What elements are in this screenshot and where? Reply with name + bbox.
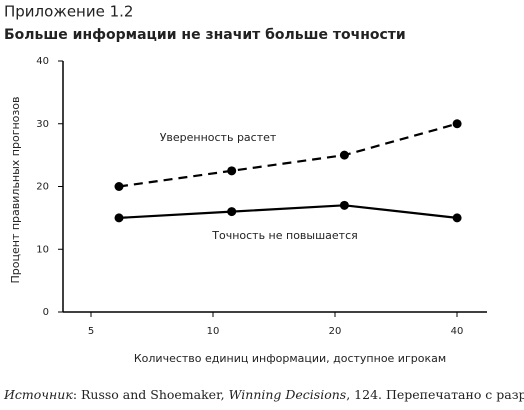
source-note: Источник: Russo and Shoemaker, Winning D… xyxy=(3,387,524,402)
source-part: : Russo and Shoemaker, xyxy=(73,387,229,402)
data-point xyxy=(452,119,462,129)
series-line xyxy=(118,122,458,188)
y-axis-label: Процент правильных прогнозов xyxy=(9,97,22,284)
series-label: Точность не повышается xyxy=(211,229,358,242)
data-point xyxy=(452,213,462,223)
y-tick-label: 30 xyxy=(36,119,49,130)
data-point xyxy=(339,200,349,210)
source-part: Источник xyxy=(3,387,73,402)
data-point xyxy=(227,207,237,217)
y-tick-label: 20 xyxy=(36,182,49,193)
x-tick-label: 20 xyxy=(329,326,342,337)
source-part: Winning Decisions xyxy=(229,387,347,402)
data-point xyxy=(114,182,124,191)
source-part: , 124. Перепечатано с разрешения xyxy=(346,387,524,402)
chart-subtitle: Больше информации не значит больше точно… xyxy=(4,27,406,43)
x-tick-label: 40 xyxy=(451,326,464,337)
y-tick-label: 0 xyxy=(43,307,49,318)
x-tick-label: 10 xyxy=(207,326,220,337)
x-axis-label: Количество единиц информации, доступное … xyxy=(134,352,446,365)
x-tick-label: 5 xyxy=(88,326,94,337)
data-point xyxy=(339,150,349,160)
data-point xyxy=(227,166,237,176)
data-point xyxy=(114,213,124,223)
series-label: Уверенность растет xyxy=(160,131,277,144)
y-tick-label: 10 xyxy=(36,244,49,255)
series-line xyxy=(118,204,458,219)
chart-title: Приложение 1.2 xyxy=(4,3,133,21)
y-tick-label: 40 xyxy=(36,56,49,67)
